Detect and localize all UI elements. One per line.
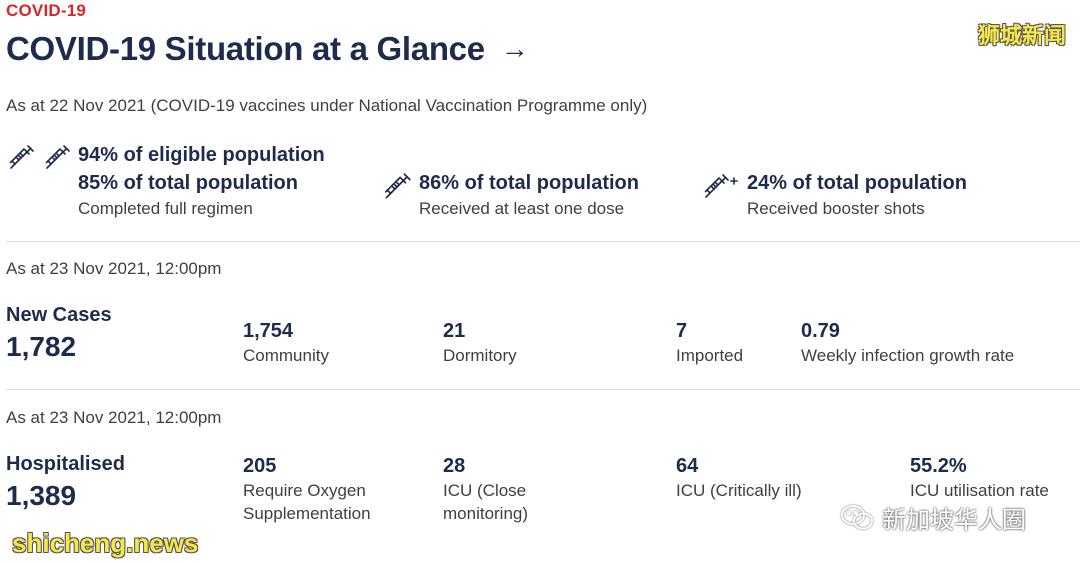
stat-value: 64 — [676, 455, 699, 477]
stat-value: 28 — [443, 455, 466, 477]
full-regimen-eligible: 94% of eligible population — [78, 144, 325, 166]
stat-label: ICU (Close — [443, 481, 527, 500]
stat-value: 1,754 — [243, 320, 294, 342]
stat-oxygen: 205 Require Oxygen Supplementation — [243, 453, 371, 525]
syringe-icon — [42, 143, 72, 178]
syringe-icon — [381, 171, 413, 208]
stat-icu-close: 28 ICU (Close monitoring) — [443, 453, 528, 525]
full-regimen-total: 85% of total population — [78, 172, 298, 194]
stat-label: Weekly infection growth rate — [801, 346, 1015, 365]
stat-dormitory: 21 Dormitory — [443, 318, 517, 367]
stat-label: Supplementation — [243, 504, 371, 523]
divider — [6, 241, 1080, 242]
stat-community: 1,754 Community — [243, 318, 329, 367]
watermark-bottom-right: 新加坡华人圈 — [840, 500, 1026, 535]
one-dose-label: Received at least one dose — [419, 199, 625, 218]
syringe-icon — [6, 143, 36, 178]
new-cases-total: 1,782 — [6, 331, 77, 362]
watermark-bottom-right-text: 新加坡华人圈 — [882, 507, 1026, 534]
hospitalised-title: Hospitalised — [6, 453, 125, 475]
booster-total: 24% of total population — [747, 172, 967, 194]
stat-label: Community — [243, 346, 329, 365]
vax-full-regimen: 94% of eligible population 85% of total … — [6, 141, 325, 221]
one-dose-total: 86% of total population — [419, 172, 639, 194]
watermark-top-right: 狮城新闻 — [977, 23, 1066, 48]
stat-label: Imported — [676, 346, 744, 365]
arrow-right-icon[interactable]: → — [500, 33, 529, 64]
vaccination-as-at: As at 22 Nov 2021 (COVID-19 vaccines und… — [6, 96, 648, 115]
stat-value: 205 — [243, 455, 277, 477]
stat-value: 7 — [676, 320, 688, 342]
stat-value: 55.2% — [910, 455, 967, 477]
stat-value: 21 — [443, 320, 466, 342]
stat-label: ICU utilisation rate — [910, 481, 1049, 500]
new-cases-title: New Cases — [6, 304, 112, 326]
title-link[interactable]: COVID-19 Situation at a Glance → — [6, 30, 529, 68]
stat-label: ICU (Critically ill) — [676, 481, 802, 500]
vax-booster: 24% of total population Received booster… — [701, 169, 967, 221]
stat-value: 0.79 — [801, 320, 840, 342]
vax-one-dose: 86% of total population Received at leas… — [381, 169, 639, 221]
stat-icu-utilisation: 55.2% ICU utilisation rate — [910, 453, 1049, 502]
syringe-plus-icon — [701, 171, 741, 208]
stat-growth-rate: 0.79 Weekly infection growth rate — [801, 318, 1014, 367]
cases-as-at: As at 23 Nov 2021, 12:00pm — [6, 259, 222, 278]
full-regimen-label: Completed full regimen — [78, 199, 253, 218]
stat-imported: 7 Imported — [676, 318, 743, 367]
wechat-icon — [841, 504, 873, 529]
watermark-bottom-left: shicheng.news — [12, 528, 199, 558]
hospital-as-at: As at 23 Nov 2021, 12:00pm — [6, 408, 222, 427]
divider — [6, 389, 1080, 390]
stat-label: monitoring) — [443, 504, 529, 523]
page-title[interactable]: COVID-19 Situation at a Glance — [6, 30, 485, 67]
stat-label: Require Oxygen — [243, 481, 366, 500]
booster-label: Received booster shots — [747, 199, 925, 218]
hospitalised-total: 1,389 — [6, 480, 77, 511]
stat-icu-critical: 64 ICU (Critically ill) — [676, 453, 802, 502]
section-tag: COVID-19 — [6, 1, 87, 20]
stat-label: Dormitory — [443, 346, 517, 365]
